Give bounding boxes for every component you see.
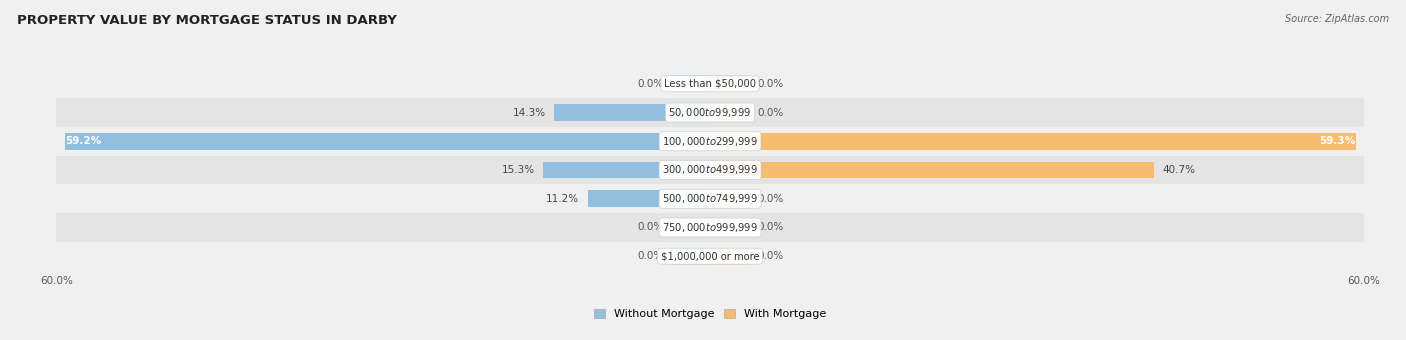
Text: 59.2%: 59.2% xyxy=(65,136,101,146)
Bar xyxy=(56,127,1364,156)
Text: 14.3%: 14.3% xyxy=(512,107,546,118)
Bar xyxy=(710,104,748,121)
Text: 0.0%: 0.0% xyxy=(756,194,783,204)
Bar xyxy=(56,156,1364,184)
Bar xyxy=(56,213,1364,242)
Bar xyxy=(710,133,1357,150)
Bar xyxy=(56,98,1364,127)
Text: $1,000,000 or more: $1,000,000 or more xyxy=(661,251,759,261)
Text: $750,000 to $999,999: $750,000 to $999,999 xyxy=(662,221,758,234)
Bar xyxy=(672,248,710,265)
Text: Source: ZipAtlas.com: Source: ZipAtlas.com xyxy=(1285,14,1389,23)
Legend: Without Mortgage, With Mortgage: Without Mortgage, With Mortgage xyxy=(589,304,831,324)
Bar xyxy=(588,190,710,207)
Bar xyxy=(65,133,710,150)
Bar xyxy=(543,162,710,178)
Text: 0.0%: 0.0% xyxy=(756,79,783,89)
Text: 0.0%: 0.0% xyxy=(756,222,783,233)
Text: 0.0%: 0.0% xyxy=(756,251,783,261)
Text: $300,000 to $499,999: $300,000 to $499,999 xyxy=(662,164,758,176)
Text: $100,000 to $299,999: $100,000 to $299,999 xyxy=(662,135,758,148)
Bar xyxy=(710,162,1153,178)
Bar xyxy=(710,190,748,207)
Text: 0.0%: 0.0% xyxy=(637,251,664,261)
Bar xyxy=(554,104,710,121)
Text: 15.3%: 15.3% xyxy=(502,165,534,175)
Text: PROPERTY VALUE BY MORTGAGE STATUS IN DARBY: PROPERTY VALUE BY MORTGAGE STATUS IN DAR… xyxy=(17,14,396,27)
Text: 11.2%: 11.2% xyxy=(546,194,579,204)
Bar xyxy=(710,75,748,92)
Text: $50,000 to $99,999: $50,000 to $99,999 xyxy=(668,106,752,119)
Text: $500,000 to $749,999: $500,000 to $749,999 xyxy=(662,192,758,205)
Text: 0.0%: 0.0% xyxy=(756,107,783,118)
Bar xyxy=(672,219,710,236)
Text: 0.0%: 0.0% xyxy=(637,222,664,233)
Bar xyxy=(710,219,748,236)
Bar xyxy=(710,248,748,265)
Bar xyxy=(56,184,1364,213)
Bar xyxy=(56,242,1364,271)
Text: 40.7%: 40.7% xyxy=(1163,165,1195,175)
Text: Less than $50,000: Less than $50,000 xyxy=(664,79,756,89)
Bar xyxy=(56,69,1364,98)
Text: 0.0%: 0.0% xyxy=(637,79,664,89)
Text: 59.3%: 59.3% xyxy=(1319,136,1355,146)
Bar xyxy=(672,75,710,92)
